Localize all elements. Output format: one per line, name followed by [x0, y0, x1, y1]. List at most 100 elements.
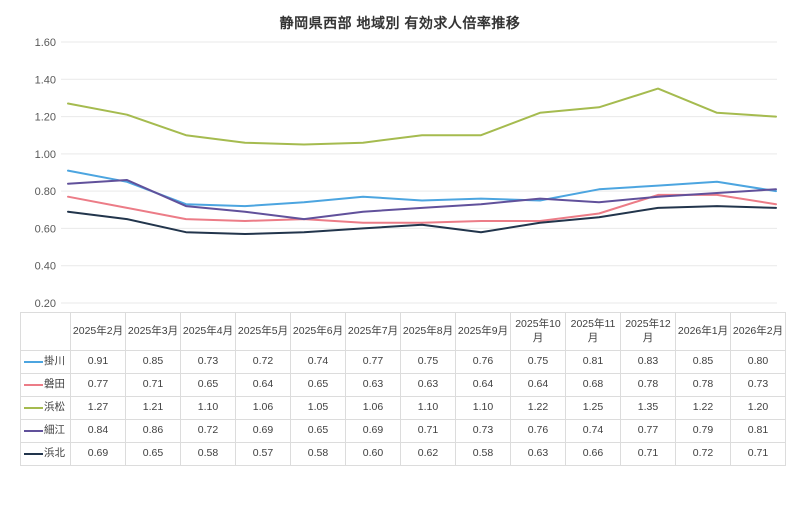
- column-header-month: 2025年4月: [180, 312, 236, 351]
- value-cell: 0.77: [345, 350, 401, 374]
- y-axis-tick-label: 0.80: [35, 186, 56, 198]
- data-table: 2025年2月 2025年3月 2025年4月 2025年5月 2025年6月 2025年…: [20, 312, 786, 466]
- value-cell: 0.71: [620, 442, 676, 466]
- legend-item-hamakita: 浜北: [20, 442, 71, 466]
- series-name: 細江: [44, 424, 65, 437]
- chart-line-hamakita: [67, 205, 777, 235]
- value-cell: 0.64: [510, 373, 566, 397]
- value-cell: 0.64: [235, 373, 291, 397]
- column-header-month: 2025年9月: [455, 312, 511, 351]
- legend-inner: 細江: [22, 424, 69, 438]
- value-cell: 0.63: [510, 442, 566, 466]
- table-row-hosoe: 細江 0.84 0.86 0.72 0.69 0.65 0.69 0.71 0.73 0.76 0.…: [20, 419, 786, 443]
- value-cell: 0.60: [345, 442, 401, 466]
- y-axis-tick-label: 1.00: [35, 149, 56, 161]
- column-header-month: 2026年1月: [675, 312, 731, 351]
- table-header-row: 2025年2月 2025年3月 2025年4月 2025年5月 2025年6月 2025年…: [20, 312, 786, 351]
- y-axis-tick-label: 1.20: [35, 112, 56, 124]
- value-cell: 0.84: [70, 419, 126, 443]
- value-cell: 0.72: [675, 442, 731, 466]
- value-cell: 0.63: [345, 373, 401, 397]
- legend-inner: 浜北: [22, 447, 69, 461]
- column-header-month: 2025年12月: [620, 312, 676, 351]
- value-cell: 0.66: [565, 442, 621, 466]
- value-cell: 0.91: [70, 350, 126, 374]
- value-cell: 0.79: [675, 419, 731, 443]
- column-header-month: 2025年7月: [345, 312, 401, 351]
- table-row-iwata: 磐田 0.77 0.71 0.65 0.64 0.65 0.63 0.63 0.64 0.64 0.…: [20, 373, 786, 397]
- series-line-swatch: [24, 406, 43, 409]
- value-cell: 0.73: [730, 373, 786, 397]
- line-chart: 1.60 1.40 1.20 1.00 0.80 0.60 0.40 0.20: [35, 37, 777, 310]
- value-cell: 0.77: [620, 419, 676, 443]
- value-cell: 0.58: [180, 442, 236, 466]
- table-row-hamamatsu: 浜松 1.27 1.21 1.10 1.06 1.05 1.06 1.10 1.10 1.22 1.…: [20, 396, 786, 420]
- column-header-month: 2025年8月: [400, 312, 456, 351]
- legend-item-iwata: 磐田: [20, 373, 71, 397]
- value-cell: 0.85: [675, 350, 731, 374]
- value-cell: 0.69: [235, 419, 291, 443]
- value-cell: 1.10: [180, 396, 236, 420]
- value-cell: 0.73: [455, 419, 511, 443]
- series-name: 浜北: [44, 447, 65, 460]
- value-cell: 0.74: [565, 419, 621, 443]
- column-header-month: 2025年10月: [510, 312, 566, 351]
- value-cell: 0.63: [400, 373, 456, 397]
- value-cell: 1.25: [565, 396, 621, 420]
- y-axis-tick-label: 0.20: [35, 298, 56, 310]
- value-cell: 0.58: [455, 442, 511, 466]
- legend-inner: 掛川: [22, 355, 69, 369]
- value-cell: 0.73: [180, 350, 236, 374]
- value-cell: 0.75: [510, 350, 566, 374]
- value-cell: 0.69: [345, 419, 401, 443]
- series-name: 磐田: [44, 378, 65, 391]
- value-cell: 1.27: [70, 396, 126, 420]
- table-corner-cell: [20, 312, 71, 351]
- value-cell: 0.85: [125, 350, 181, 374]
- value-cell: 0.76: [510, 419, 566, 443]
- legend-inner: 浜松: [22, 401, 69, 415]
- value-cell: 1.21: [125, 396, 181, 420]
- column-header-month: 2025年6月: [290, 312, 346, 351]
- value-cell: 0.71: [730, 442, 786, 466]
- value-cell: 1.22: [675, 396, 731, 420]
- legend-item-kakegawa: 掛川: [20, 350, 71, 374]
- value-cell: 0.65: [290, 419, 346, 443]
- value-cell: 0.86: [125, 419, 181, 443]
- value-cell: 0.68: [565, 373, 621, 397]
- value-cell: 0.71: [400, 419, 456, 443]
- chart-line-kakegawa: [67, 169, 777, 208]
- value-cell: 0.65: [180, 373, 236, 397]
- series-line-swatch: [24, 429, 43, 432]
- value-cell: 0.83: [620, 350, 676, 374]
- value-cell: 0.72: [180, 419, 236, 443]
- value-cell: 1.10: [400, 396, 456, 420]
- y-axis-tick-label: 1.60: [35, 37, 56, 49]
- value-cell: 0.81: [565, 350, 621, 374]
- value-cell: 0.77: [70, 373, 126, 397]
- value-cell: 0.75: [400, 350, 456, 374]
- table-row-kakegawa: 掛川 0.91 0.85 0.73 0.72 0.74 0.77 0.75 0.76 0.75 0.…: [20, 350, 786, 374]
- value-cell: 0.57: [235, 442, 291, 466]
- series-name: 浜松: [44, 401, 65, 414]
- value-cell: 0.69: [70, 442, 126, 466]
- chart-line-hamamatsu: [67, 87, 777, 146]
- value-cell: 1.05: [290, 396, 346, 420]
- value-cell: 0.76: [455, 350, 511, 374]
- value-cell: 0.62: [400, 442, 456, 466]
- value-cell: 1.20: [730, 396, 786, 420]
- column-header-month: 2025年3月: [125, 312, 181, 351]
- value-cell: 1.06: [235, 396, 291, 420]
- chart-line-iwata: [67, 193, 777, 224]
- y-axis-tick-label: 0.60: [35, 223, 56, 235]
- value-cell: 0.64: [455, 373, 511, 397]
- value-cell: 1.35: [620, 396, 676, 420]
- value-cell: 1.10: [455, 396, 511, 420]
- value-cell: 0.78: [620, 373, 676, 397]
- column-header-month: 2025年5月: [235, 312, 291, 351]
- chart-line-hosoe: [67, 179, 777, 221]
- value-cell: 0.74: [290, 350, 346, 374]
- legend-inner: 磐田: [22, 378, 69, 392]
- value-cell: 0.71: [125, 373, 181, 397]
